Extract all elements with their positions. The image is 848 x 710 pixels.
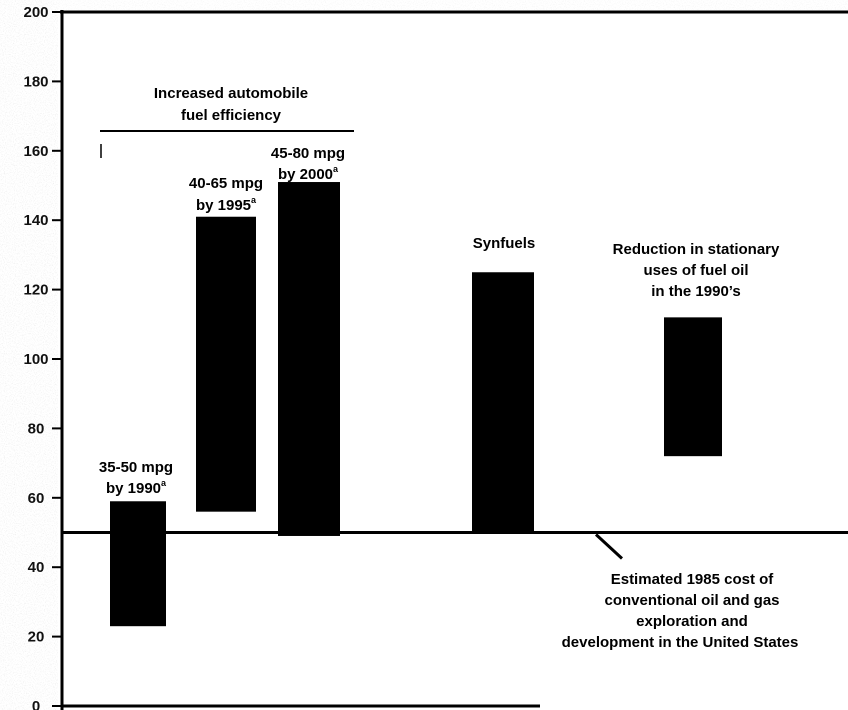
group-label-line1: Increased automobile [154,85,308,102]
bar-label-mpg-1995-sup: a [251,195,257,205]
bar-label-mpg-1995-line1: 40-65 mpg [189,175,263,192]
reference-label-line1: Estimated 1985 cost of [611,571,775,588]
bar-mpg-2000 [278,182,340,536]
y-tick-label-120: 120 [23,282,48,299]
y-tick-label-200: 200 [23,4,48,21]
bar-label-mpg-1995-line2-text: by 1995 [196,197,251,214]
bar-label-mpg-2000-line2: by 2000a [278,164,339,183]
bar-label-mpg-2000-line1: 45-80 mpg [271,145,345,162]
scan-noise-texture [0,0,58,710]
bar-label-mpg-1990-sup: a [161,478,167,488]
y-tick-label-60: 60 [28,490,45,507]
bars [110,182,722,627]
reference-line-pointer [594,533,624,560]
y-tick-label-0: 0 [32,698,40,710]
y-tick-label-80: 80 [28,420,45,437]
y-tick-label-140: 140 [23,212,48,229]
bar-label-mpg-1990-line1: 35-50 mpg [99,459,173,476]
bar-synfuels [472,272,534,533]
y-tick-label-100: 100 [23,351,48,368]
bar-mpg-1990 [110,501,166,627]
scan-noise-top [58,0,848,10]
bar-label-mpg-1990-line2-text: by 1990 [106,480,161,497]
bar-label-fuel-oil-line3: in the 1990’s [651,283,741,300]
bar-label-synfuels: Synfuels [473,235,536,252]
bar-label-fuel-oil-line2: uses of fuel oil [643,262,748,279]
reference-label-line4: development in the United States [562,634,799,651]
bar-label-mpg-2000-line2-text: by 2000 [278,166,333,183]
reference-label-line3: exploration and [636,613,748,630]
bar-label-mpg-1995-line2: by 1995a [196,195,257,214]
bar-fuel-oil [664,317,722,457]
group-label-line2: fuel efficiency [181,107,282,124]
y-tick-label-40: 40 [28,559,45,576]
y-tick-label-160: 160 [23,143,48,160]
reference-label-line2: conventional oil and gas [604,592,779,609]
bar-label-fuel-oil-line1: Reduction in stationary [613,241,780,258]
bar-label-mpg-2000-sup: a [333,164,339,174]
y-tick-label-180: 180 [23,73,48,90]
y-axis-ticks: 0 20 40 60 80 100 120 140 160 180 200 [23,4,62,710]
y-tick-label-20: 20 [28,629,45,646]
bar-mpg-1995 [196,216,256,512]
bar-label-mpg-1990-line2: by 1990a [106,478,167,497]
